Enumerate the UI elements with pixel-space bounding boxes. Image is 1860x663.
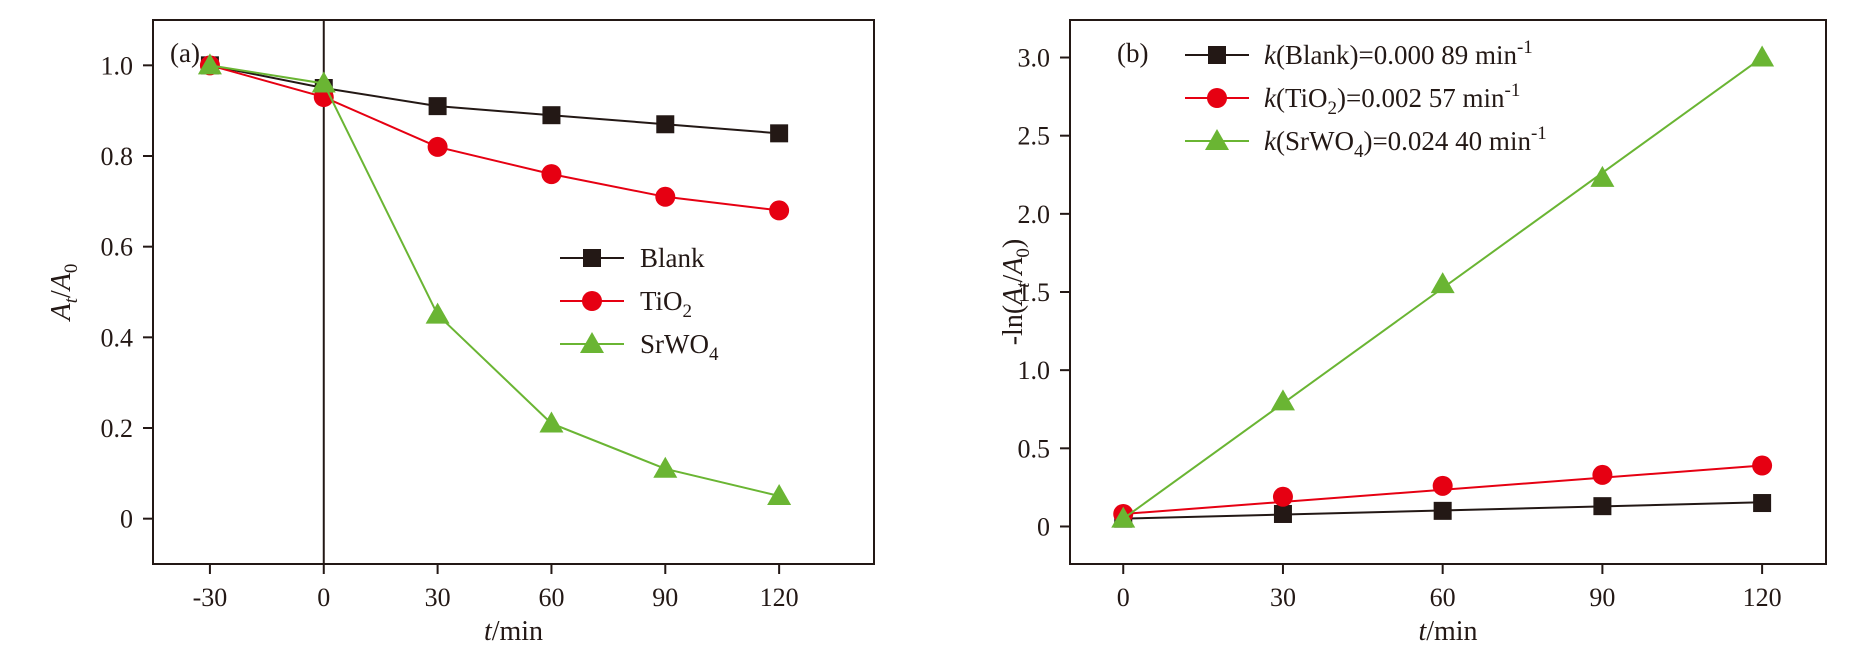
series-line: [209, 64, 780, 135]
data-point: [767, 484, 792, 505]
data-point: [428, 97, 447, 116]
y-axis-title: -ln(At/A0): [998, 239, 1034, 346]
x-tick-label: 60: [1430, 583, 1456, 612]
data-point: [311, 71, 336, 93]
panel-label: (b): [1117, 38, 1148, 68]
legend-marker: [583, 249, 601, 267]
series-line: [209, 64, 780, 212]
data-point: [1111, 506, 1136, 528]
x-tick-label: 90: [1589, 583, 1615, 612]
legend-marker: [580, 332, 604, 353]
x-tick-label: 120: [1743, 583, 1782, 612]
y-tick-label: 0.4: [101, 323, 134, 352]
x-tick-label: 120: [760, 583, 799, 612]
legend-label: k(Blank)=0.000 89 min-1: [1264, 37, 1533, 70]
y-tick-label: 1.0: [101, 51, 134, 80]
data-point: [1432, 475, 1453, 496]
y-tick-label: 0.5: [1018, 434, 1051, 463]
data-point: [197, 53, 222, 75]
legend-label: SrWO4: [640, 329, 719, 365]
x-tick-label: 0: [317, 583, 330, 612]
panel-label: (a): [170, 38, 200, 68]
x-axis-title: t/min: [1418, 616, 1477, 647]
data-point: [1753, 494, 1772, 513]
x-tick-label: -30: [193, 583, 228, 612]
legend-label: k(TiO2)=0.002 57 min-1: [1264, 80, 1520, 119]
legend-entry: TiO2: [560, 286, 692, 322]
data-point: [1592, 464, 1613, 485]
data-point: [1593, 497, 1612, 516]
data-point: [427, 136, 448, 157]
data-point: [1272, 486, 1293, 507]
data-point: [770, 124, 789, 143]
legend-label: Blank: [640, 243, 705, 273]
data-point: [1752, 455, 1773, 476]
chart-panel-a: -30 0 30 60 90 120 0 0.2 0.4 0.6 0.8 1.0 (a) t/min At/…: [46, 19, 875, 647]
legend-entry: Blank: [560, 243, 705, 273]
data-point: [1273, 504, 1292, 523]
legend-marker: [1205, 129, 1229, 150]
y-axis-title: At/A0: [46, 264, 82, 323]
data-point: [542, 106, 561, 125]
series-square: [200, 56, 789, 143]
legend-label: k(SrWO4)=0.024 40 min-1: [1264, 123, 1547, 162]
legend: k(Blank)=0.000 89 min-1 k(TiO2)=0.002 57 …: [1185, 37, 1547, 162]
legend-entry: k(Blank)=0.000 89 min-1: [1185, 37, 1533, 70]
plot-frame: [152, 19, 875, 565]
legend-marker: [1208, 46, 1226, 64]
x-axis-title: t/min: [484, 616, 543, 647]
x-tick-label: 30: [425, 583, 451, 612]
data-point: [1270, 389, 1295, 411]
x-tick-label: 60: [538, 583, 564, 612]
y-tick-label: 0: [120, 505, 133, 534]
y-tick-label: 0: [1037, 512, 1050, 541]
data-point: [769, 200, 790, 221]
y-tick-label: 1.0: [1018, 356, 1051, 385]
data-point: [1590, 165, 1615, 187]
y-tick-label: 2.5: [1018, 122, 1051, 151]
y-tick-label: 2.0: [1018, 200, 1051, 229]
y-tick-label: 0.2: [101, 414, 134, 443]
data-point: [655, 186, 676, 207]
legend-label: TiO2: [640, 286, 692, 322]
data-point: [541, 164, 562, 185]
x-tick-label: 30: [1270, 583, 1296, 612]
legend-marker: [582, 291, 602, 311]
series-line: [209, 64, 780, 497]
data-point: [1430, 272, 1455, 294]
x-tick-label: 90: [652, 583, 678, 612]
y-tick-label: 3.0: [1018, 44, 1051, 73]
legend-marker: [1207, 88, 1227, 108]
legend: Blank TiO2 SrWO4: [560, 243, 719, 365]
legend-entry: SrWO4: [560, 329, 719, 365]
legend-entry: k(TiO2)=0.002 57 min-1: [1185, 80, 1520, 119]
x-tick-label: 0: [1117, 583, 1130, 612]
legend-entry: k(SrWO4)=0.024 40 min-1: [1185, 123, 1547, 162]
series-triangle: [1111, 45, 1775, 528]
data-point: [1433, 501, 1452, 520]
data-point: [653, 456, 678, 478]
data-point: [1750, 45, 1775, 67]
y-tick-label: 1.5: [1018, 278, 1051, 307]
series-square: [1114, 494, 1772, 528]
data-point: [539, 411, 564, 433]
series-triangle: [197, 53, 792, 505]
y-tick-label: 0.8: [101, 142, 134, 171]
chart-panel-b: 0 30 60 90 120 0 0.5 1.0 1.5 2.0 2.5 3.0 (b) t/min -ln…: [998, 19, 1827, 647]
y-tick-label: 0.6: [101, 233, 134, 262]
series-circle: [1113, 455, 1773, 524]
data-point: [656, 115, 675, 134]
data-point: [425, 302, 450, 324]
